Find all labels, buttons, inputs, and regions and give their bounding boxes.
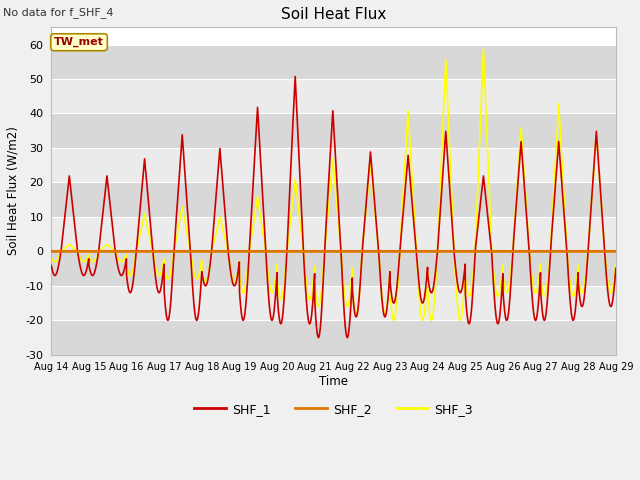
Bar bbox=[51, 252, 616, 286]
Y-axis label: Soil Heat Flux (W/m2): Soil Heat Flux (W/m2) bbox=[7, 127, 20, 255]
SHF_2 bbox=[388, 249, 396, 254]
Bar bbox=[51, 217, 616, 252]
Bar bbox=[51, 286, 616, 320]
SHF_2 bbox=[399, 249, 406, 254]
SHF_3 bbox=[47, 254, 55, 260]
Bar bbox=[51, 182, 616, 217]
SHF_3 bbox=[168, 261, 176, 266]
SHF_3 bbox=[479, 46, 487, 52]
SHF_3 bbox=[559, 168, 566, 174]
Text: TW_met: TW_met bbox=[54, 37, 104, 48]
X-axis label: Time: Time bbox=[319, 375, 348, 388]
SHF_2 bbox=[612, 249, 620, 254]
SHF_1 bbox=[612, 267, 620, 273]
Bar bbox=[51, 79, 616, 113]
SHF_3 bbox=[205, 268, 212, 274]
SHF_2 bbox=[47, 249, 55, 254]
SHF_3 bbox=[399, 203, 406, 209]
Bar bbox=[51, 45, 616, 79]
Bar bbox=[51, 113, 616, 148]
SHF_1 bbox=[399, 214, 406, 220]
SHF_3 bbox=[419, 317, 426, 323]
SHF_1 bbox=[47, 263, 55, 268]
SHF_2 bbox=[168, 249, 176, 254]
SHF_2 bbox=[205, 249, 212, 254]
SHF_3 bbox=[388, 314, 396, 320]
Text: No data for f_SHF_4: No data for f_SHF_4 bbox=[3, 7, 114, 18]
Title: Soil Heat Flux: Soil Heat Flux bbox=[281, 7, 386, 22]
Line: SHF_3: SHF_3 bbox=[51, 49, 616, 320]
SHF_1 bbox=[344, 335, 351, 340]
SHF_1 bbox=[389, 299, 397, 305]
Bar bbox=[51, 148, 616, 182]
SHF_1 bbox=[559, 189, 566, 195]
Line: SHF_1: SHF_1 bbox=[51, 76, 616, 337]
SHF_1 bbox=[205, 271, 212, 276]
SHF_3 bbox=[612, 261, 620, 267]
SHF_2 bbox=[611, 249, 619, 254]
Bar bbox=[51, 320, 616, 355]
SHF_1 bbox=[168, 278, 176, 284]
SHF_2 bbox=[558, 249, 566, 254]
SHF_1 bbox=[612, 265, 620, 271]
SHF_3 bbox=[612, 263, 620, 269]
SHF_1 bbox=[291, 73, 299, 79]
Legend: SHF_1, SHF_2, SHF_3: SHF_1, SHF_2, SHF_3 bbox=[189, 397, 477, 420]
